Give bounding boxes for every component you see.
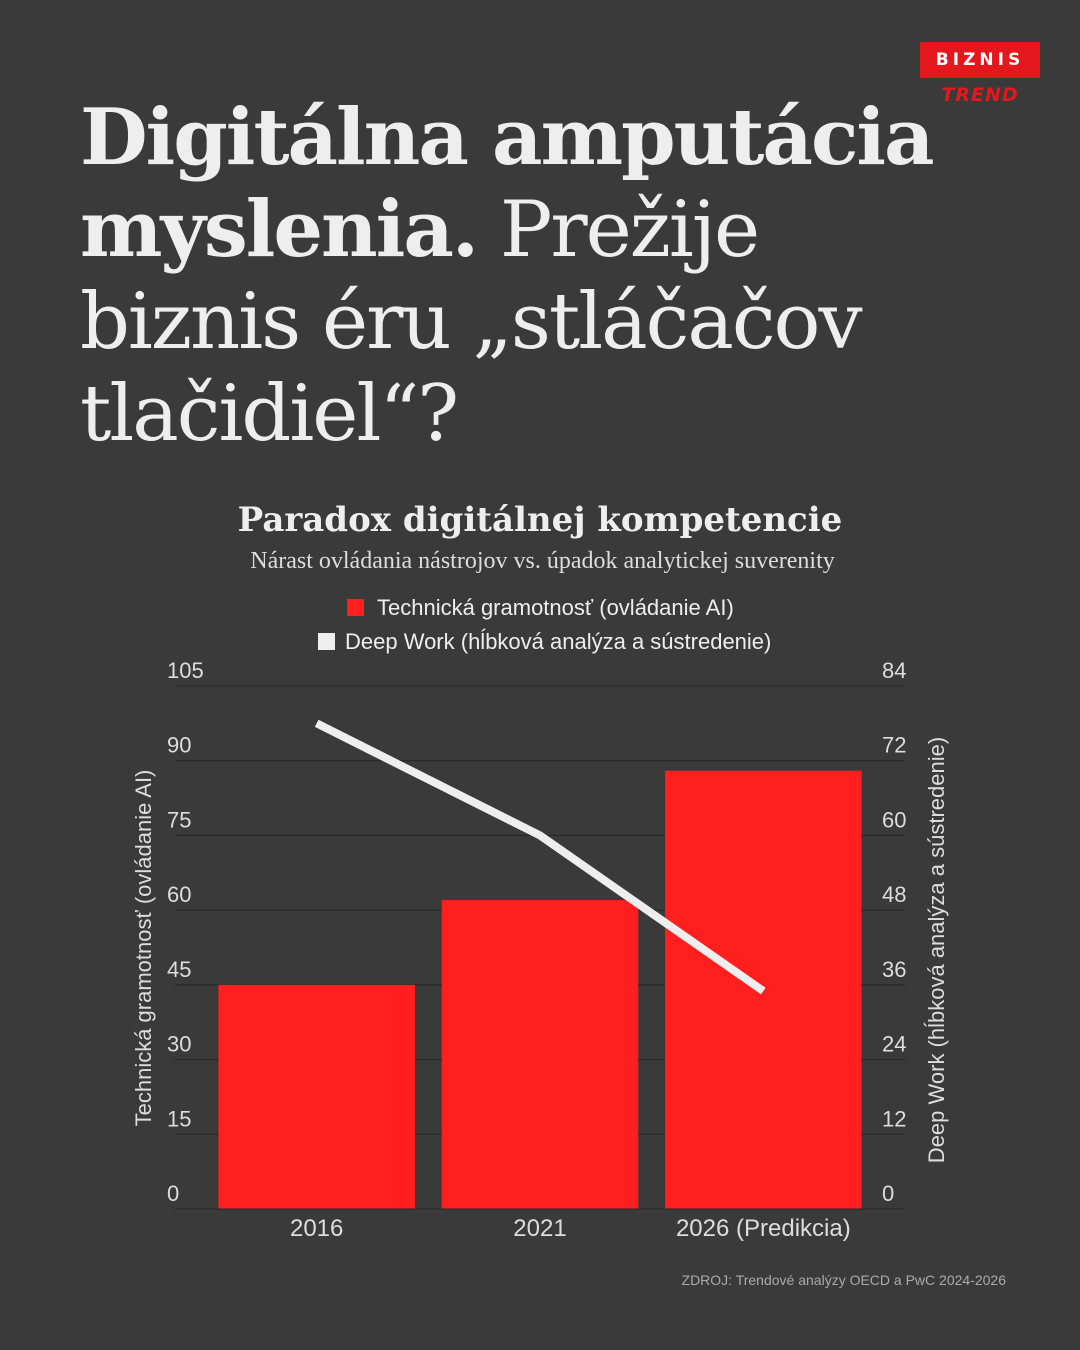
- bar: [441, 900, 639, 1209]
- chart-title: Paradox digitálnej kompetencie: [237, 500, 843, 540]
- brand-logo: BIZNIS TREND: [920, 42, 1040, 106]
- legend-swatch-bar: [347, 599, 364, 616]
- y2-tick-label: 12: [882, 1106, 906, 1131]
- bar: [218, 984, 415, 1209]
- legend-swatch-line: [318, 633, 335, 650]
- y2-axis-label: Deep Work (hĺbková analýza a sústredenie…: [924, 737, 949, 1163]
- y2-tick-label: 48: [882, 882, 906, 907]
- brand-logo-top: BIZNIS: [920, 42, 1040, 78]
- legend-label-line: Deep Work (hĺbková analýza a sústredenie…: [345, 629, 771, 654]
- y-tick-label: 15: [167, 1106, 191, 1131]
- legend-label-bar: Technická gramotnosť (ovládanie AI): [377, 595, 734, 620]
- x-tick-label: 2026 (Predikcia): [676, 1215, 851, 1242]
- x-tick-label: 2016: [290, 1215, 343, 1242]
- y2-tick-label: 72: [882, 733, 906, 758]
- y-axis-label: Technická gramotnosť (ovládanie AI): [131, 770, 156, 1127]
- y-tick-label: 90: [167, 733, 191, 758]
- y-tick-label: 60: [167, 882, 191, 907]
- source-note: ZDROJ: Trendové analýzy OECD a PwC 2024-…: [681, 1272, 1006, 1288]
- y-tick-label: 75: [167, 807, 191, 832]
- y-tick-label: 30: [167, 1032, 191, 1057]
- y2-tick-label: 0: [882, 1181, 894, 1206]
- x-tick-label: 2021: [513, 1215, 566, 1242]
- y-tick-label: 45: [167, 957, 191, 982]
- y-tick-label: 105: [167, 658, 204, 683]
- y2-tick-label: 24: [882, 1032, 906, 1057]
- y2-tick-label: 84: [882, 658, 906, 683]
- headline: Digitálna amputácia myslenia. Prežije bi…: [80, 92, 980, 460]
- y2-tick-label: 60: [882, 807, 906, 832]
- chart-subtitle: Nárast ovládania nástrojov vs. úpadok an…: [250, 548, 835, 574]
- headline-light: Prežije biznis éru „stláčačov tlačidiel“…: [80, 185, 863, 459]
- brand-logo-bottom: TREND: [941, 84, 1019, 106]
- y-tick-label: 0: [167, 1181, 179, 1206]
- y2-tick-label: 36: [882, 957, 906, 982]
- headline-bold: Digitálna amputácia myslenia.: [80, 92, 935, 275]
